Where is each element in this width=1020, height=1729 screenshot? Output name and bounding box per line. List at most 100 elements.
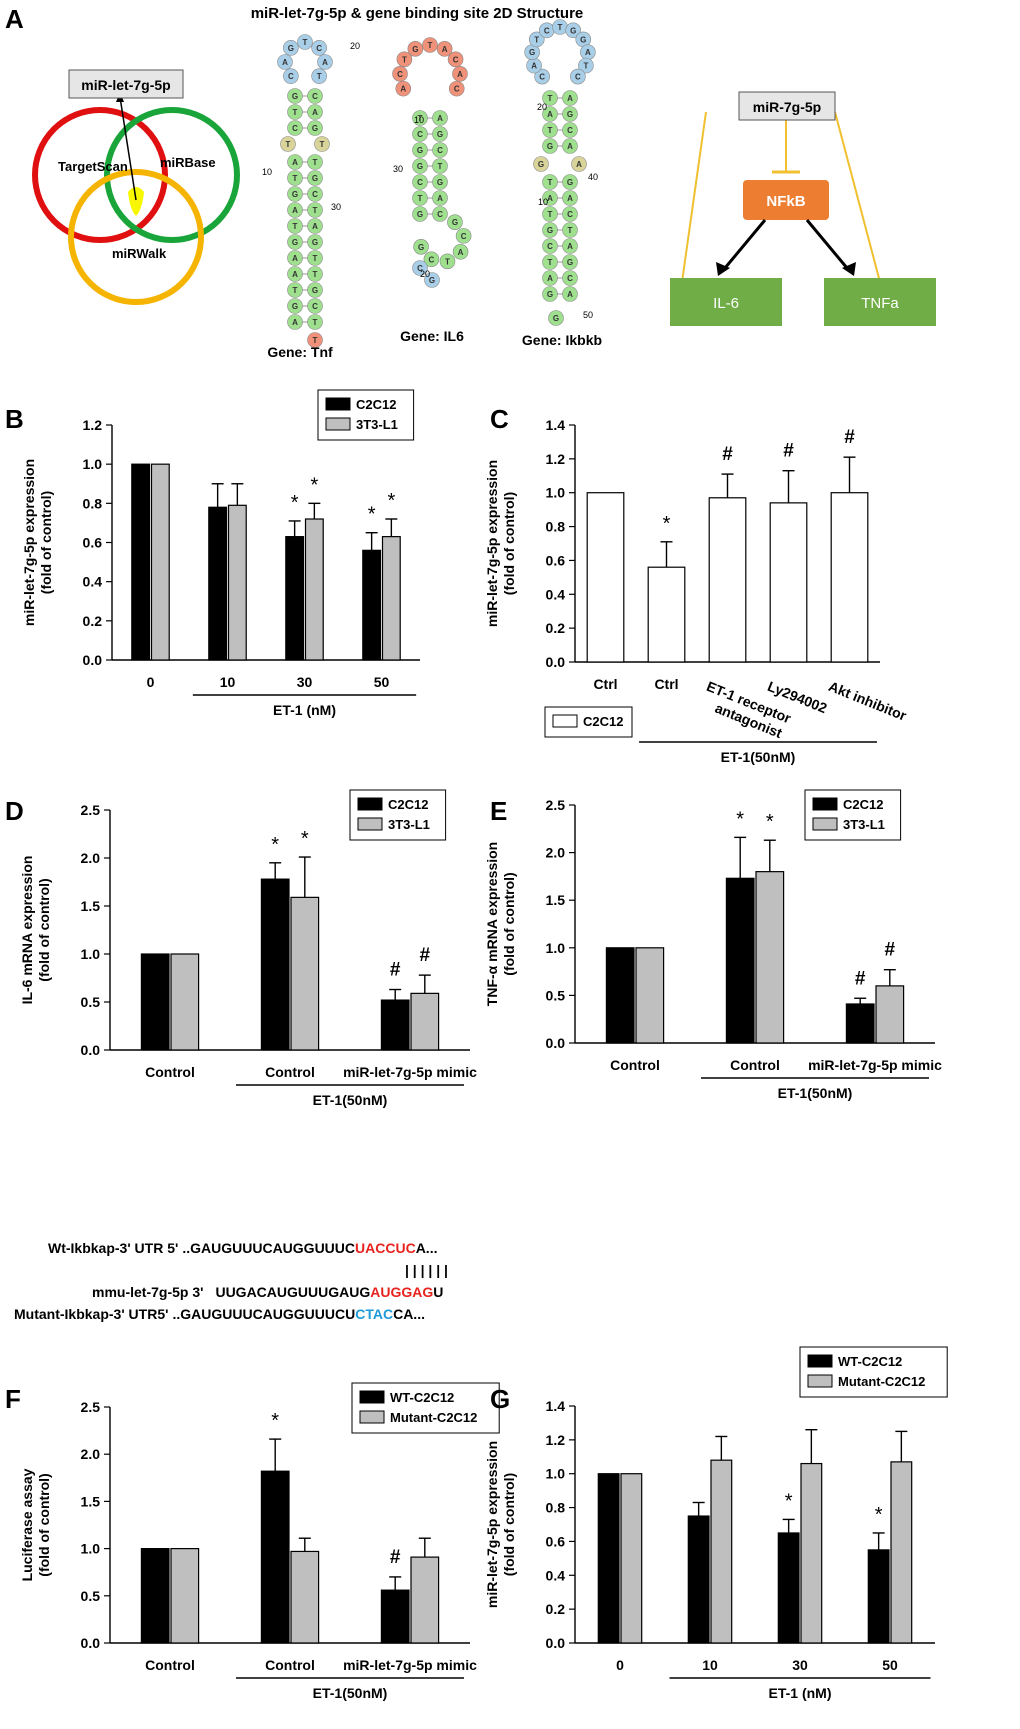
venn-target-box — [68, 69, 184, 99]
pathway-il6-box — [670, 278, 782, 326]
tnf-node-l-letter: T — [293, 108, 298, 117]
panel-d-legend-label: 3T3-L1 — [388, 817, 430, 832]
panel-e-y-tick-label: 1.0 — [546, 940, 566, 956]
il6-lower-loop-node-letter: T — [445, 257, 450, 266]
il6-node-r — [432, 126, 448, 142]
il6-node-l-letter: T — [418, 194, 423, 203]
ikbkb-node-r-letter: A — [567, 142, 573, 151]
il6-loop-node-letter: G — [412, 45, 418, 54]
panel-g-bar-wt-c2c12 — [597, 1473, 620, 1644]
il6-node-r — [432, 158, 448, 174]
panel-f-bar-wt-c2c12 — [140, 1547, 170, 1644]
tnf-lower-node-r-letter: G — [312, 238, 318, 247]
il6-num-20: 20 — [420, 269, 430, 279]
panel-c-significance-mark: # — [722, 444, 733, 465]
tnf-lower-node-r-letter: T — [313, 254, 318, 263]
tnf-num-30: 30 — [331, 202, 341, 212]
panel-e-significance-mark: * — [766, 811, 774, 833]
panel-g-chart: G 0.0 0.2 0.4 0.6 0.8 1.0 1.2 1.4 miR-let-7g-5p e… — [484, 1346, 948, 1701]
ikbkb-lower-node-l-letter: G — [547, 290, 553, 299]
il6-node-l — [412, 206, 428, 222]
ikbkb-node-l — [542, 138, 558, 154]
venn-label-mirbase: miRBase — [160, 155, 216, 170]
panel-d-y-label: IL-6 mRNA expression(fold of control) — [19, 856, 52, 1005]
il6-node-r-letter: C — [437, 210, 443, 219]
il6-tail-2-letter: G — [429, 276, 435, 285]
tnf-lower-node-r-letter: T — [313, 270, 318, 279]
seq-mirna-label: mmu-let-7g-5p 3' — [92, 1284, 203, 1300]
panel-c-y-label-line: (fold of control) — [501, 492, 517, 595]
tnf-lower-node-l-letter: T — [293, 286, 298, 295]
tnf-lower-node-l-letter: G — [292, 190, 298, 199]
panel-g-y-tick-label: 1.2 — [546, 1432, 566, 1448]
panel-f-chart: F 0.0 0.5 1.0 1.5 2.0 2.5 Luciferase assay(fold… — [5, 1382, 500, 1701]
ikbkb-bulge-r — [571, 156, 587, 172]
panel-e-significance-mark: # — [855, 968, 866, 989]
tnf-loop-node — [311, 68, 327, 84]
pathway-tnfa-label: TNFa — [861, 295, 899, 312]
tnf-num-20: 20 — [350, 41, 360, 51]
panel-b-y-tick-label: 0.4 — [83, 574, 103, 590]
panel-g-y-tick-label: 1.0 — [546, 1466, 566, 1482]
venn-target-label: miR-let-7g-5p — [81, 77, 170, 93]
ikbkb-node-r — [562, 122, 578, 138]
il6-loop-node-letter: T — [428, 41, 433, 50]
panel-b-significance-mark: * — [387, 490, 395, 512]
seq-row-mutant: Mutant-Ikbkap-3' UTR5' ..GAUGUUUCAUGGUUUC… — [14, 1306, 425, 1322]
il6-node-r-letter: A — [437, 114, 443, 123]
panel-b-legend-swatch — [325, 397, 351, 411]
panel-g-y-tick-label: 0.6 — [546, 1533, 566, 1549]
venn-circle-mirbase — [104, 107, 240, 243]
tnf-lower-node-r — [307, 170, 323, 186]
ikbkb-loop-node-letter: G — [529, 48, 535, 57]
ikbkb-lower-node-r-letter: A — [567, 194, 573, 203]
panel-g-significance-mark: * — [875, 1504, 883, 1526]
panel-e-y-label-line: (fold of control) — [501, 872, 517, 975]
panel-c-y-tick-label: 0.2 — [546, 620, 566, 636]
panel-g-bar-wt-c2c12 — [687, 1515, 710, 1644]
panel-d-bar-c2c12 — [260, 878, 290, 1051]
ikbkb-lower-node-r-letter: C — [567, 210, 573, 219]
panel-b-y-tick-label: 0.2 — [83, 613, 103, 629]
tnf-lower-node-l — [287, 218, 303, 234]
panel-g-legend-label: WT-C2C12 — [838, 1354, 902, 1369]
panel-b-legend-label: 3T3-L1 — [356, 417, 398, 432]
panel-d-legend-box — [349, 789, 447, 841]
seq-mirna-post: U — [433, 1284, 443, 1300]
panel-f-y-tick-label: 1.0 — [81, 1541, 101, 1557]
panel-e-legend-label: 3T3-L1 — [843, 817, 885, 832]
ikbkb-lower-node-r-letter: G — [567, 178, 573, 187]
panel-e-chart: E 0.0 0.5 1.0 1.5 2.0 2.5 TNF-α mRNA expression… — [484, 789, 942, 1101]
panel-d-significance-mark: # — [420, 945, 431, 966]
panel-e-bar-3t3-l1 — [635, 947, 665, 1044]
ikbkb-lower-node-r — [562, 286, 578, 302]
tnf-lower-node-r-letter: T — [313, 158, 318, 167]
ikbkb-loop-node — [578, 57, 594, 74]
ikbkb-lower-node-l — [542, 238, 558, 254]
panel-e-legend-label: C2C12 — [843, 797, 883, 812]
panel-d-letter: D — [5, 796, 24, 826]
panel-a: A miR-let-7g-5p & gene binding site 2D S… — [5, 4, 936, 360]
tnf-node-r — [307, 88, 323, 104]
panel-f-letter: F — [5, 1384, 21, 1414]
panel-e-significance-mark: # — [885, 940, 896, 961]
panel-f-bar-wt-c2c12 — [380, 1589, 410, 1644]
seq-mutant-label: Mutant-Ikbkap-3' UTR5' — [14, 1306, 168, 1322]
panel-g-x-tick-label: 30 — [792, 1657, 808, 1673]
tnf-lower-node-r-letter: C — [312, 190, 318, 199]
seq-wt-label: Wt-Ikbkap-3' UTR 5' — [48, 1240, 178, 1256]
panel-e-y-tick-label: 0.5 — [546, 987, 566, 1003]
panel-c-y-tick-label: 1.0 — [546, 485, 566, 501]
tnf-lower-node-r-letter: A — [312, 222, 318, 231]
panel-f-legend-label: WT-C2C12 — [390, 1390, 454, 1405]
tnf-bulge-l-letter: T — [286, 140, 291, 149]
panel-d-x-tick-label: miR-let-7g-5p mimic — [343, 1064, 477, 1080]
tnf-lower-node-r — [307, 186, 323, 202]
ikbkb-lower-node-l-letter: T — [548, 178, 553, 187]
il6-lower-loop-node — [423, 251, 440, 268]
seq-mirna-highlight: AUGGAG — [370, 1284, 433, 1300]
tnf-lower-node-l — [287, 266, 303, 282]
tnf-loop-node — [283, 40, 299, 56]
ikbkb-loop-node-letter: G — [570, 26, 576, 35]
ikbkb-node-r-letter: G — [567, 110, 573, 119]
